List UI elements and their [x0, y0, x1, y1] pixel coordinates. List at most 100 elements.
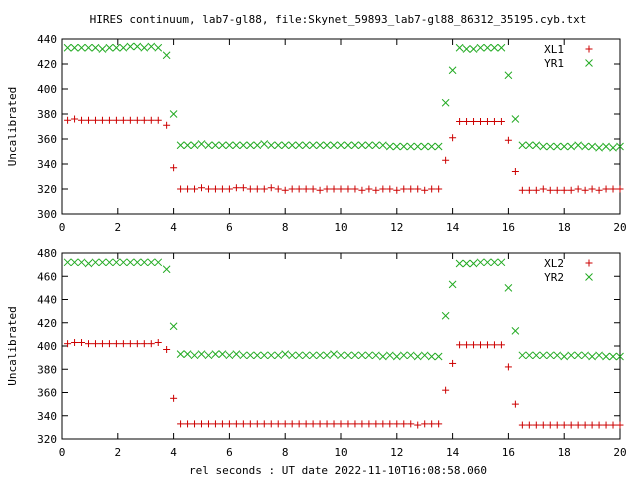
data-point: [483, 43, 492, 52]
data-point: [609, 185, 617, 193]
data-point: [147, 116, 155, 124]
data-point: [365, 141, 373, 150]
data-point: [169, 322, 178, 331]
data-point: [91, 258, 100, 267]
data-point: [70, 258, 79, 267]
data-point: [427, 352, 436, 361]
data-point: [119, 43, 128, 52]
x-tick-label: 0: [59, 446, 66, 459]
data-point: [98, 258, 107, 267]
data-point: [560, 421, 568, 429]
data-point: [267, 351, 276, 360]
data-point: [344, 351, 352, 360]
data-point: [98, 116, 106, 124]
data-point: [119, 116, 127, 124]
data-point: [154, 43, 163, 52]
y-tick-label: 440: [37, 294, 57, 307]
data-point: [581, 351, 589, 360]
data-point: [456, 341, 464, 349]
data-point: [225, 420, 233, 428]
data-point: [546, 421, 554, 429]
x-tick-label: 2: [114, 221, 121, 234]
data-point: [518, 421, 526, 429]
data-point: [295, 185, 303, 193]
data-point: [365, 185, 373, 193]
data-point: [399, 142, 408, 151]
data-point: [378, 141, 387, 150]
data-point: [288, 141, 297, 150]
data-point: [588, 142, 596, 151]
data-point: [532, 141, 541, 150]
data-point: [176, 141, 185, 150]
data-point: [497, 341, 505, 349]
data-point: [372, 186, 380, 194]
data-point: [281, 141, 290, 150]
upper-panel: 0 2 4 6 8 10 12 14 16 18 20 300 320 340 360 380 400 420 44…: [6, 33, 627, 234]
y-tick-label: 300: [37, 208, 57, 221]
data-point: [393, 420, 401, 428]
data-point: [616, 352, 624, 361]
data-point: [420, 351, 429, 360]
data-point: [147, 340, 155, 348]
data-point: [77, 258, 86, 267]
data-point: [477, 341, 484, 349]
data-point: [71, 115, 79, 123]
legend-marker: [585, 45, 593, 53]
data-point: [567, 186, 575, 194]
data-point: [574, 141, 583, 150]
x-tick-label: 8: [282, 221, 289, 234]
data-point: [239, 141, 248, 150]
data-point: [218, 185, 226, 193]
data-point: [344, 185, 352, 193]
y-tick-label: 320: [37, 183, 57, 196]
data-point: [309, 351, 317, 360]
y-tick-label: 400: [37, 340, 57, 353]
data-point: [274, 185, 282, 193]
data-point: [378, 352, 387, 361]
data-point: [546, 142, 555, 151]
data-point: [595, 351, 603, 360]
data-point: [154, 116, 162, 124]
data-point: [365, 351, 373, 360]
y-tick-label: 340: [37, 158, 57, 171]
data-point: [330, 185, 338, 193]
data-point: [421, 420, 429, 428]
data-point: [504, 71, 513, 80]
data-point: [147, 258, 156, 267]
x-tick-label: 18: [558, 221, 571, 234]
data-point: [449, 134, 457, 142]
data-point: [84, 259, 93, 268]
data-point: [539, 351, 548, 360]
data-point: [616, 142, 624, 151]
x-tick-label: 10: [334, 221, 347, 234]
y-tick-label: 340: [37, 410, 57, 423]
data-point: [616, 185, 624, 193]
legend-label: YR2: [544, 271, 564, 284]
data-point: [351, 420, 359, 428]
data-point: [197, 350, 206, 358]
data-point: [400, 420, 408, 428]
data-point: [434, 142, 443, 151]
data-point: [309, 185, 317, 193]
data-point: [184, 185, 192, 193]
y-tick-label: 320: [37, 433, 57, 446]
y-tick-label: 400: [37, 83, 57, 96]
data-point: [602, 421, 610, 429]
data-point: [274, 351, 283, 360]
data-point: [574, 185, 582, 193]
data-point: [581, 186, 589, 194]
data-point: [497, 118, 505, 125]
data-point: [133, 42, 142, 51]
data-point: [204, 141, 213, 150]
x-tick-label: 14: [446, 221, 460, 234]
data-point: [84, 43, 93, 52]
data-point: [330, 350, 338, 358]
data-point: [218, 141, 227, 150]
data-point: [532, 186, 540, 194]
x-tick-label: 0: [59, 221, 66, 234]
data-point: [560, 186, 568, 194]
legend-marker: [585, 259, 593, 267]
x-tick-label: 12: [390, 221, 403, 234]
data-point: [232, 420, 240, 428]
